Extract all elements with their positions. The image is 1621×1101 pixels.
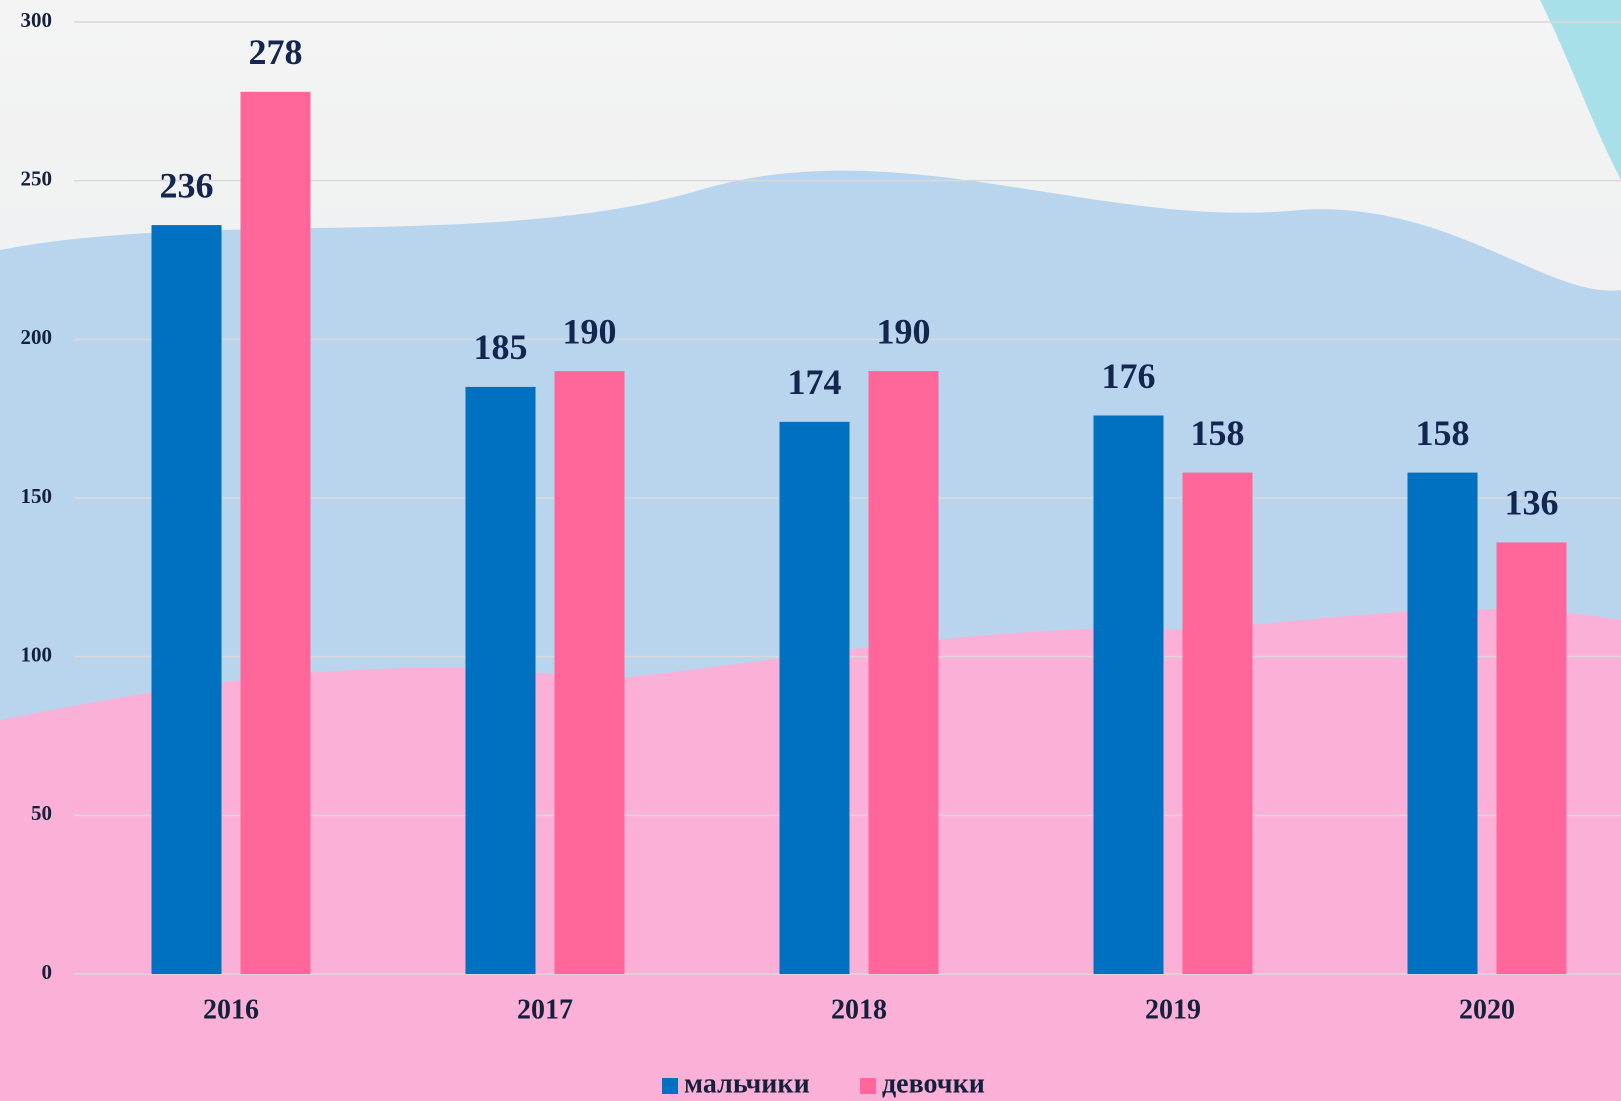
y-tick-label: 50 [31, 801, 52, 825]
data-label: 190 [877, 311, 931, 351]
x-tick-label: 2017 [517, 994, 573, 1025]
data-label: 136 [1505, 483, 1559, 523]
data-label: 236 [160, 165, 214, 205]
legend-swatch [662, 1078, 678, 1094]
bar [240, 91, 311, 974]
y-tick-label: 250 [21, 166, 53, 190]
x-tick-label: 2018 [831, 994, 887, 1025]
bar [868, 371, 939, 975]
bar [554, 371, 625, 975]
bar [1093, 415, 1164, 974]
data-label: 190 [563, 311, 617, 351]
data-label: 185 [474, 327, 528, 367]
y-tick-label: 150 [21, 484, 53, 508]
y-tick-label: 0 [42, 960, 53, 984]
legend-swatch [860, 1078, 876, 1094]
y-tick-label: 200 [21, 325, 53, 349]
legend-label: девочки [882, 1068, 985, 1099]
x-tick-label: 2016 [203, 994, 259, 1025]
bar [151, 225, 222, 975]
data-label: 176 [1102, 356, 1156, 396]
legend-label: мальчики [684, 1068, 810, 1099]
bar [779, 421, 850, 975]
bar [465, 386, 536, 974]
x-tick-label: 2020 [1459, 994, 1515, 1025]
data-label: 174 [788, 362, 842, 402]
bar [1182, 472, 1253, 974]
data-label: 278 [249, 32, 303, 72]
bar [1496, 542, 1567, 974]
x-tick-label: 2019 [1145, 994, 1201, 1025]
bar [1407, 472, 1478, 974]
y-tick-label: 300 [21, 8, 53, 32]
data-label: 158 [1191, 413, 1245, 453]
flag-edge [1540, 0, 1621, 180]
data-label: 158 [1416, 413, 1470, 453]
y-tick-label: 100 [21, 642, 53, 666]
